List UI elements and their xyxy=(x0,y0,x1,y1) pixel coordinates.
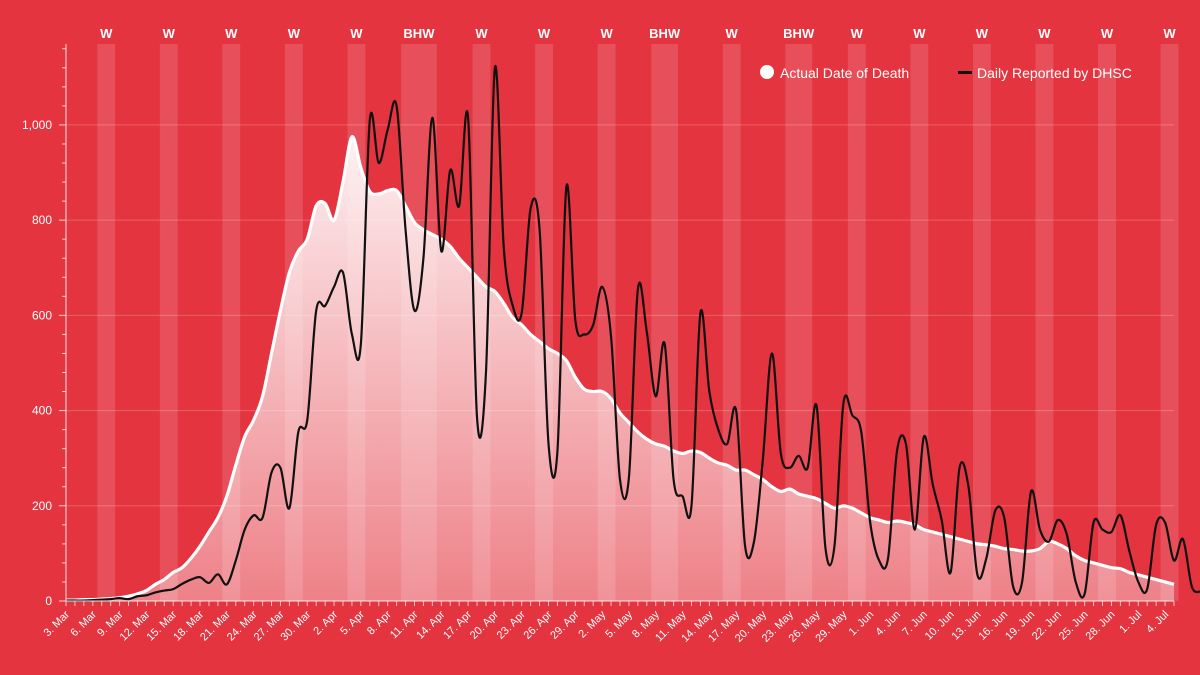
weekend-band-label: BHW xyxy=(783,26,815,41)
weekend-band xyxy=(1035,44,1054,601)
weekend-band-label: W xyxy=(851,26,864,41)
weekend-labels: W W W W W BHW W W W BHW W BHW W W W W W W xyxy=(100,26,1176,41)
x-tick-label: 5. Apr xyxy=(338,608,367,637)
y-tick-label: 600 xyxy=(32,308,52,322)
weekend-band xyxy=(910,44,929,601)
weekend-band-label: W xyxy=(726,26,739,41)
weekend-band-label: BHW xyxy=(649,26,681,41)
x-tick-label: 23. Apr xyxy=(495,608,528,641)
y-tick-label: 1,000 xyxy=(22,118,52,132)
x-tick-label: 29. Apr xyxy=(548,608,581,641)
weekend-band-label: W xyxy=(1038,26,1051,41)
weekend-band-label: W xyxy=(1163,26,1176,41)
x-tick-label: 30. Mar xyxy=(279,608,314,643)
weekend-band-label: W xyxy=(475,26,488,41)
weekend-band-label: BHW xyxy=(403,26,435,41)
weekend-band xyxy=(722,44,741,601)
weekend-band xyxy=(159,44,178,601)
x-tick-label: 1. Jul xyxy=(1117,609,1144,636)
legend[interactable]: Actual Date of Death Daily Reported by D… xyxy=(760,65,1132,81)
x-tick-label: 17. Apr xyxy=(441,608,474,641)
x-tick-label: 3. Mar xyxy=(42,608,73,639)
weekend-band-label: W xyxy=(100,26,113,41)
y-tick-label: 400 xyxy=(32,404,52,418)
y-axis: 0 200 400 600 800 1,000 xyxy=(22,44,67,608)
x-tick-label: 2. Apr xyxy=(311,608,340,637)
weekend-band-label: W xyxy=(288,26,301,41)
x-tick-label: 28. Jun xyxy=(1084,609,1118,643)
x-tick-label: 26. Apr xyxy=(522,608,555,641)
legend-reported-label[interactable]: Daily Reported by DHSC xyxy=(977,65,1132,81)
legend-reported-marker xyxy=(958,71,972,74)
weekend-band xyxy=(1098,44,1116,601)
reported-death-line xyxy=(66,64,1200,602)
weekend-band-label: W xyxy=(538,26,551,41)
y-tick-label: 200 xyxy=(32,499,52,513)
x-tick-label: 1. Jun xyxy=(847,609,877,639)
weekend-band-label: W xyxy=(225,26,238,41)
actual-death-area xyxy=(66,136,1174,602)
weekend-band-label: W xyxy=(913,26,926,41)
x-tick-label: 14. Apr xyxy=(414,608,447,641)
weekend-band-label: W xyxy=(350,26,363,41)
weekend-band xyxy=(1160,44,1179,601)
weekend-band-label: W xyxy=(600,26,613,41)
x-tick-label: 4. Jul xyxy=(1144,609,1171,636)
y-tick-label: 0 xyxy=(45,594,52,608)
x-tick-label: 2. May xyxy=(576,608,608,640)
weekend-band-label: W xyxy=(976,26,989,41)
legend-actual-label[interactable]: Actual Date of Death xyxy=(780,65,909,81)
legend-actual-marker xyxy=(760,65,774,79)
weekend-band-label: W xyxy=(1101,26,1114,41)
x-tick-label: 4. Jun xyxy=(873,609,903,639)
weekend-band xyxy=(847,44,866,601)
x-tick-label: 6. Mar xyxy=(68,608,99,639)
weekend-band xyxy=(97,44,116,601)
weekend-band-label: W xyxy=(163,26,176,41)
x-tick-label: 5. May xyxy=(603,608,635,640)
weekend-band xyxy=(972,44,991,601)
y-tick-label: 800 xyxy=(32,213,52,227)
x-tick-label: 20. Apr xyxy=(468,608,501,641)
